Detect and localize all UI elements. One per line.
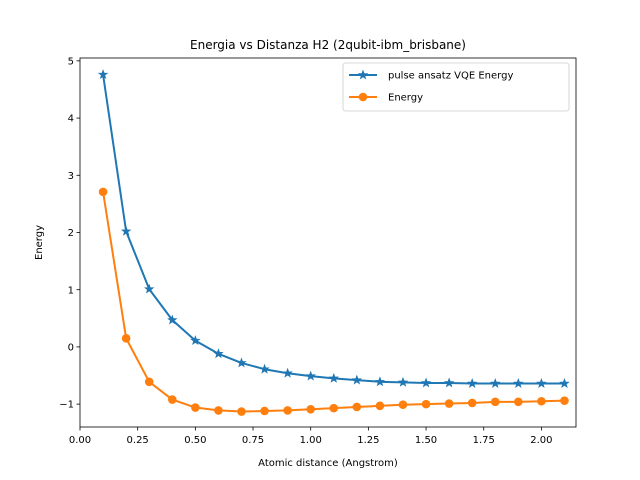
data-point-series-2 [98, 187, 108, 197]
data-point-series-1 [213, 348, 224, 359]
data-point-series-1 [513, 378, 524, 388]
data-point-series-1 [397, 376, 409, 387]
x-tick-label: 0.75 [242, 435, 264, 446]
data-point-series-1 [420, 377, 432, 388]
legend-marker-2 [358, 92, 368, 102]
data-point-series-1 [374, 376, 386, 387]
data-point-series-1 [490, 378, 501, 388]
data-point-series-1 [536, 378, 547, 388]
y-tick-label: −1 [59, 400, 74, 411]
data-point-series-1 [259, 363, 270, 374]
y-tick-label: 1 [68, 285, 74, 296]
data-point-series-2 [306, 404, 315, 414]
data-point-series-1 [466, 378, 478, 388]
data-point-series-2 [560, 396, 569, 405]
data-point-series-2 [237, 407, 246, 416]
data-point-series-2 [167, 395, 177, 404]
plot-area [97, 69, 570, 416]
axes-frame [79, 57, 577, 428]
data-point-series-1 [167, 314, 178, 325]
y-tick-label: 3 [68, 171, 74, 182]
x-tick-label: 1.75 [473, 435, 495, 446]
data-point-series-1 [190, 335, 201, 346]
x-tick-label: 0.25 [127, 435, 149, 446]
legend-box [342, 62, 570, 112]
data-point-series-1 [443, 377, 455, 388]
chart-title: Energia vs Distanza H2 (2qubit-ibm_brisb… [190, 38, 466, 52]
data-point-series-2 [514, 397, 523, 407]
x-tick-label: 0.50 [184, 435, 206, 446]
y-axis-label: Energy [34, 225, 45, 260]
x-tick-label: 2.00 [530, 435, 552, 446]
data-point-series-2 [398, 400, 408, 409]
y-tick-label: 5 [68, 56, 74, 67]
legend-label-2: Energy [388, 93, 423, 104]
x-axis-label: Atomic distance (Angstrom) [258, 458, 398, 469]
y-tick-label: 2 [68, 228, 74, 239]
data-point-series-2 [329, 403, 339, 413]
data-point-series-1 [120, 225, 132, 236]
legend: pulse ansatz VQE Energy Energy [342, 62, 570, 112]
legend-marker-1 [357, 69, 369, 80]
data-point-series-1 [351, 374, 363, 385]
data-point-series-1 [559, 378, 570, 388]
data-point-series-1 [143, 283, 155, 294]
x-tick-label: 1.25 [357, 435, 379, 446]
data-point-series-2 [214, 406, 223, 415]
data-point-series-2 [283, 406, 292, 415]
legend-label-1: pulse ansatz VQE Energy [388, 71, 513, 82]
data-point-series-2 [191, 403, 200, 412]
data-point-series-2 [352, 402, 362, 412]
data-point-series-2 [421, 399, 431, 409]
y-tick-label: 0 [68, 343, 74, 354]
y-tick-label: 4 [68, 114, 74, 125]
data-point-series-1 [328, 372, 339, 383]
x-tick-label: 0.00 [69, 435, 91, 446]
data-point-series-2 [121, 334, 131, 343]
axis-ticks: 0.00 0.25 0.50 0.75 1.00 1.25 1.50 1.75 2.00 −1 0 1… [59, 56, 552, 446]
data-point-series-2 [467, 398, 477, 408]
x-tick-label: 1.50 [415, 435, 437, 446]
x-tick-label: 1.00 [300, 435, 322, 446]
data-point-series-1 [97, 69, 109, 80]
data-point-series-2 [375, 401, 385, 411]
data-point-series-1 [305, 370, 316, 381]
data-point-series-1 [282, 367, 293, 378]
data-point-series-2 [144, 377, 154, 387]
data-point-series-2 [490, 397, 500, 407]
data-point-series-2 [537, 396, 546, 406]
data-point-series-2 [444, 399, 454, 408]
data-point-series-2 [260, 406, 269, 416]
data-point-series-1 [236, 357, 247, 368]
